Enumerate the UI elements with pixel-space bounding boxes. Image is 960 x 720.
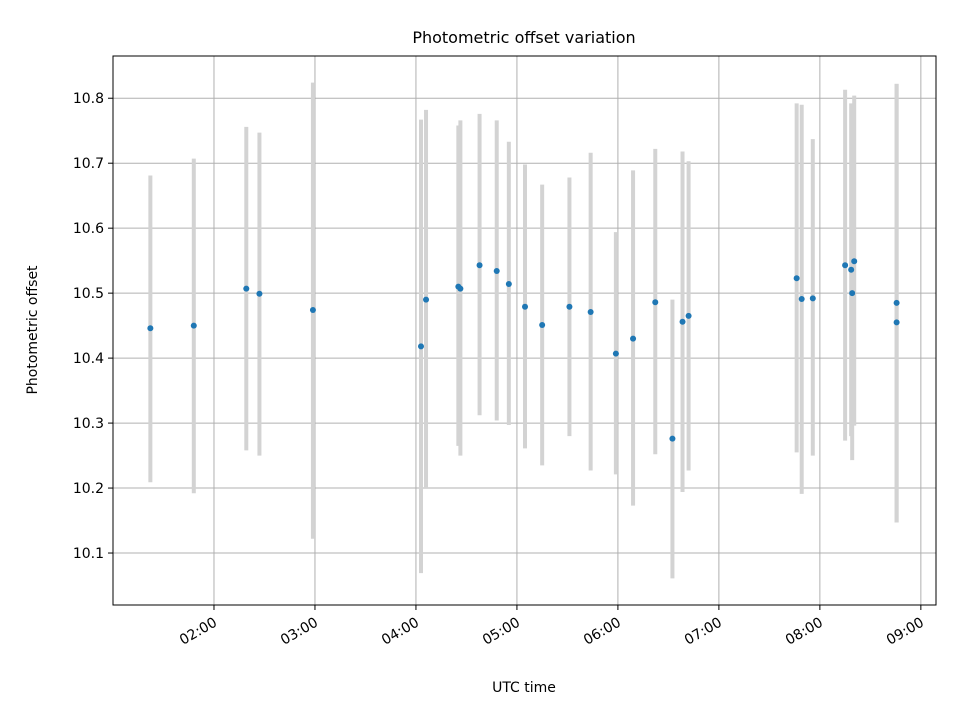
data-point (476, 262, 483, 269)
x-axis-label: UTC time (492, 680, 556, 696)
data-point (685, 312, 692, 319)
x-tick-label: 03:00 (278, 615, 321, 649)
data-point (539, 321, 546, 328)
y-tick-label: 10.6 (73, 221, 104, 237)
data-point (147, 325, 154, 332)
x-tick-label: 07:00 (682, 615, 725, 649)
data-point (669, 435, 676, 442)
x-axis-ticks: 02:00 03:00 04:00 05:00 06:00 07:00 08:00 09:00 (177, 605, 927, 649)
data-point (522, 303, 529, 310)
data-point (309, 307, 316, 314)
data-point (256, 290, 263, 297)
data-point (793, 275, 800, 282)
data-point (679, 318, 686, 325)
y-tick-label: 10.5 (73, 286, 104, 302)
data-point (630, 335, 637, 342)
y-tick-label: 10.1 (73, 546, 104, 562)
x-tick-label: 02:00 (177, 615, 220, 649)
data-point (612, 350, 619, 357)
data-point (652, 299, 659, 306)
x-tick-label: 04:00 (379, 615, 422, 649)
data-point (849, 290, 856, 297)
data-point (566, 303, 573, 310)
data-point (809, 295, 816, 302)
data-point (893, 319, 900, 326)
data-point (587, 308, 594, 315)
data-point (893, 299, 900, 306)
x-tick-label: 06:00 (581, 615, 624, 649)
y-axis-ticks: 10.1 10.2 10.3 10.4 10.5 10.6 10.7 10.8 (73, 91, 113, 562)
y-tick-label: 10.7 (73, 156, 104, 172)
data-point (423, 296, 430, 303)
data-point (848, 266, 855, 273)
y-tick-label: 10.8 (73, 91, 104, 107)
y-axis-label: Photometric offset (25, 265, 41, 395)
data-point (243, 285, 250, 292)
x-tick-label: 09:00 (884, 615, 927, 649)
error-bars (148, 82, 899, 579)
plot-frame (112, 55, 937, 606)
data-point (417, 343, 424, 350)
data-point (457, 285, 464, 292)
data-point (493, 268, 500, 275)
data-point (505, 281, 512, 288)
y-tick-label: 10.2 (73, 481, 104, 497)
chart-title: Photometric offset variation (412, 28, 635, 47)
data-point (798, 295, 805, 302)
y-tick-label: 10.3 (73, 416, 104, 432)
data-point (190, 322, 197, 329)
y-tick-label: 10.4 (73, 351, 104, 367)
x-tick-label: 05:00 (480, 615, 523, 649)
data-points (147, 258, 900, 442)
data-point (842, 262, 849, 269)
data-point (851, 258, 858, 265)
x-tick-label: 08:00 (783, 615, 826, 649)
